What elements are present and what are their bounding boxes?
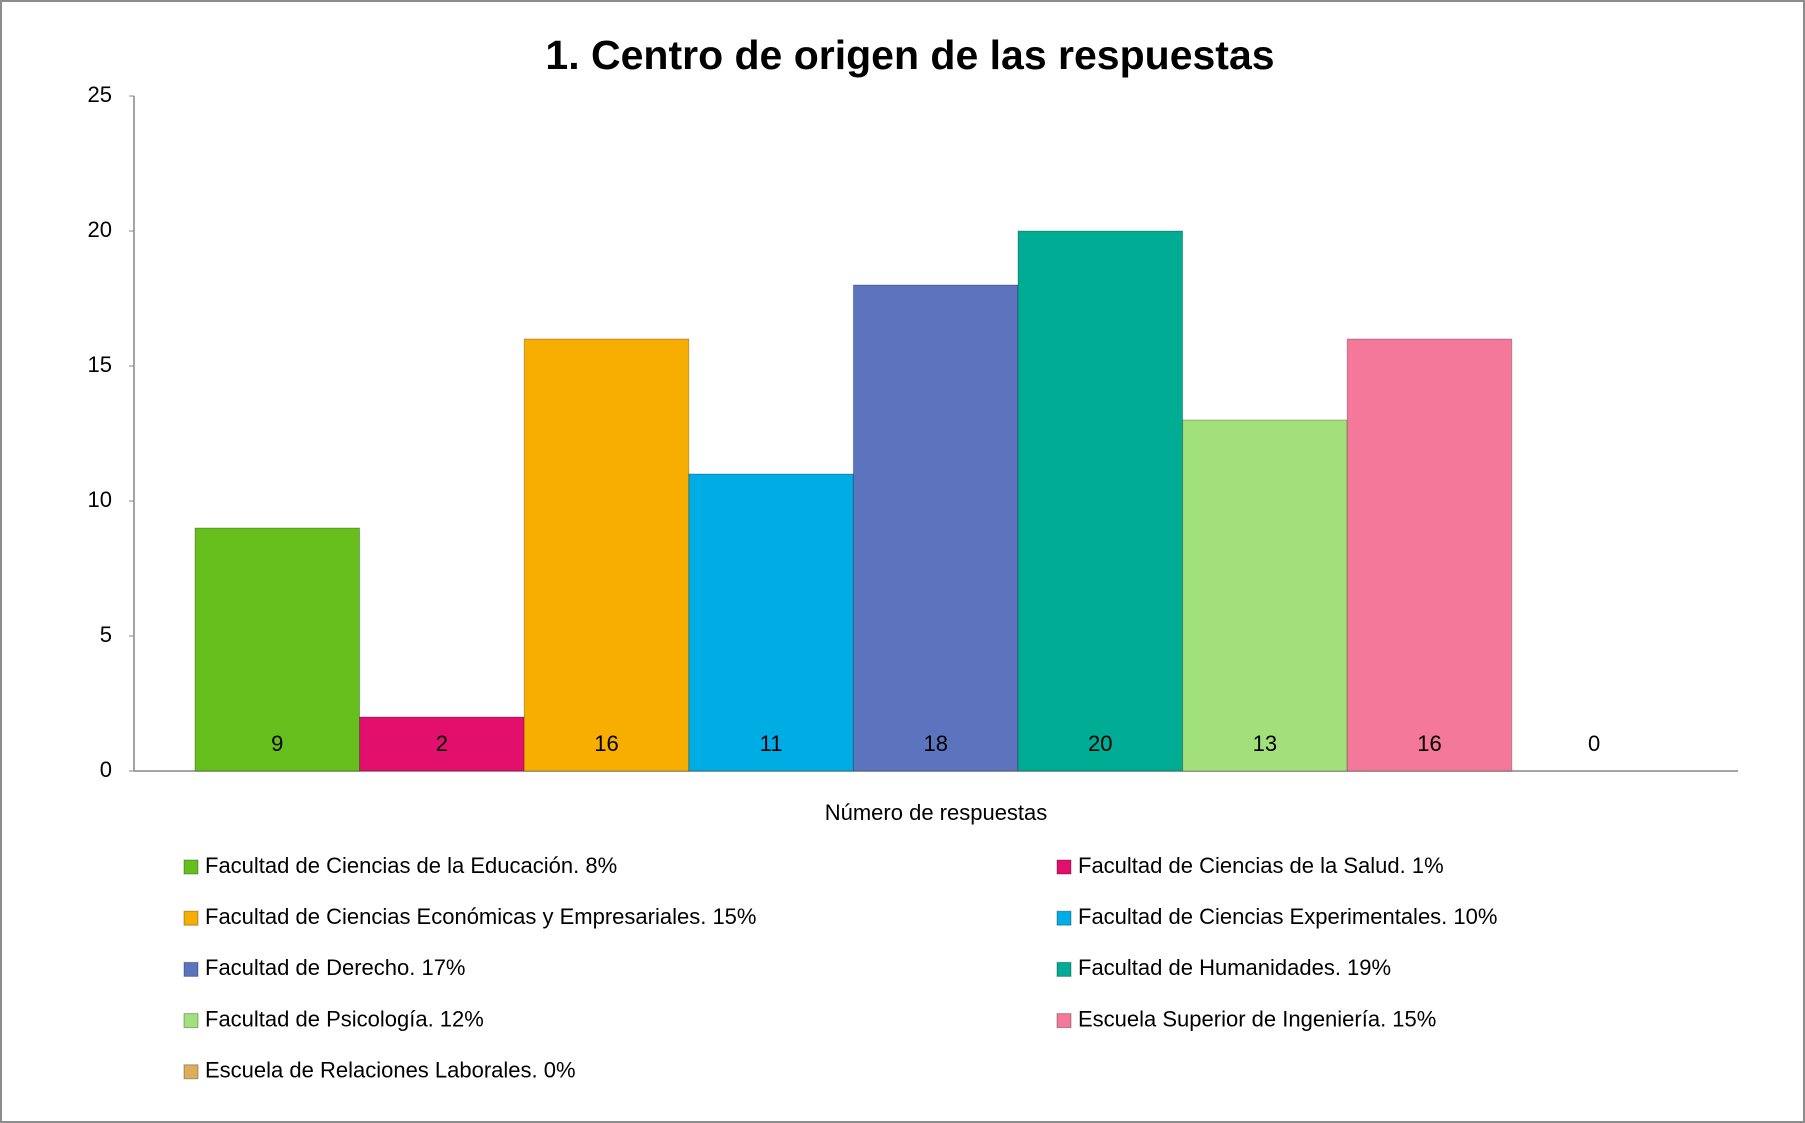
- bar: [1182, 419, 1348, 772]
- legend-swatch: [1056, 859, 1072, 875]
- bar-shade: [1018, 231, 1183, 771]
- data-label: 11: [760, 731, 783, 756]
- bar-shade: [689, 474, 854, 771]
- y-tick-label: 20: [88, 217, 112, 242]
- y-tick-label: 15: [88, 352, 112, 377]
- bar: [1346, 338, 1513, 772]
- legend-label: Escuela Superior de Ingeniería. 15%: [1078, 1006, 1436, 1031]
- legend-swatch: [1056, 1013, 1072, 1029]
- bar-shade: [1347, 339, 1512, 771]
- legend-swatch: [183, 961, 199, 977]
- legend-swatch: [1056, 910, 1072, 926]
- legend-label: Facultad de Ciencias de la Educación. 8%: [205, 853, 617, 878]
- legend-swatch: [183, 1013, 199, 1029]
- chart-title: 1. Centro de origen de las respuestas: [545, 32, 1274, 78]
- data-label: 20: [1088, 731, 1112, 756]
- data-label: 16: [1417, 731, 1441, 756]
- data-label: 13: [1253, 731, 1277, 756]
- legend-label: Facultad de Psicología. 12%: [205, 1006, 484, 1031]
- bar-shade: [853, 285, 1018, 771]
- legend-label: Facultad de Ciencias Experimentales. 10%: [1078, 904, 1497, 929]
- data-label: 0: [1588, 731, 1600, 756]
- legend-label: Facultad de Ciencias de la Salud. 1%: [1078, 853, 1444, 878]
- x-category-label: Número de respuestas: [825, 800, 1048, 825]
- y-tick-label: 0: [100, 757, 112, 782]
- legend-swatch: [183, 1064, 199, 1080]
- y-tick-label: 5: [100, 622, 112, 647]
- bar-shade: [524, 339, 689, 771]
- data-label: 18: [923, 731, 947, 756]
- legend-label: Facultad de Ciencias Económicas y Empres…: [205, 904, 756, 929]
- y-tick-label: 25: [88, 82, 112, 107]
- legend-swatch: [183, 910, 199, 926]
- bar: [1017, 230, 1184, 772]
- y-tick-label: 10: [88, 487, 112, 512]
- legend-swatch: [1056, 961, 1072, 977]
- legend-label: Facultad de Humanidades. 19%: [1078, 955, 1391, 980]
- legend-label: Facultad de Derecho. 17%: [205, 955, 466, 980]
- bar: [194, 527, 361, 772]
- data-label: 16: [594, 731, 618, 756]
- data-label: 2: [436, 731, 448, 756]
- legend-label: Escuela de Relaciones Laborales. 0%: [205, 1058, 576, 1083]
- data-label: 9: [271, 731, 283, 756]
- bar: [852, 284, 1019, 772]
- legend-swatch: [183, 859, 199, 875]
- bar-shade: [1183, 420, 1348, 771]
